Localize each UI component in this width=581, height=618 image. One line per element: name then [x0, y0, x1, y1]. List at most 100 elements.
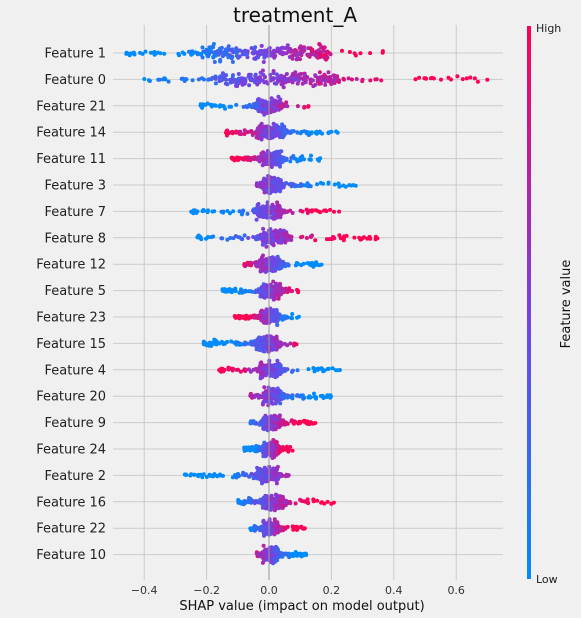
shap-point: [188, 473, 193, 478]
shap-point: [313, 82, 318, 87]
shap-point: [269, 165, 274, 169]
shap-point: [224, 288, 229, 293]
shap-point: [228, 236, 233, 240]
shap-point: [306, 367, 311, 372]
shap-point: [247, 72, 252, 77]
shap-point: [152, 52, 157, 57]
shap-point: [352, 235, 357, 240]
shap-point: [269, 188, 274, 193]
shap-point: [316, 130, 321, 135]
shap-point: [290, 80, 295, 85]
shap-point: [297, 52, 302, 56]
shap-point: [213, 81, 218, 86]
shap-point: [218, 473, 223, 478]
shap-point: [255, 104, 260, 109]
shap-point: [323, 50, 328, 55]
shap-point: [249, 157, 254, 161]
shap-point: [261, 226, 266, 231]
shap-point: [219, 209, 224, 214]
shap-point: [262, 190, 267, 195]
shap-point: [259, 292, 263, 297]
shap-point: [284, 100, 289, 105]
shap-point: [269, 367, 273, 372]
shap-point: [275, 477, 280, 482]
shap-point: [261, 316, 266, 320]
shap-point: [258, 269, 263, 274]
shap-point: [253, 80, 257, 85]
shap-point: [294, 393, 299, 398]
shap-point: [272, 175, 277, 180]
shap-point: [225, 129, 229, 134]
shap-point: [248, 289, 253, 294]
shap-point: [260, 68, 265, 73]
shap-point: [296, 74, 301, 79]
shap-point: [289, 289, 294, 293]
shap-point: [247, 83, 252, 88]
shap-point: [242, 157, 246, 162]
shap-point: [271, 243, 276, 248]
shap-point: [221, 104, 226, 109]
shap-point: [446, 75, 451, 80]
shap-point: [281, 184, 286, 189]
shap-point: [262, 465, 267, 470]
shap-point: [211, 42, 216, 46]
shap-point: [200, 45, 205, 50]
shap-point: [286, 473, 291, 478]
shap-point: [308, 46, 313, 51]
shap-point: [297, 46, 302, 50]
shap-point: [252, 56, 257, 61]
shap-point: [311, 261, 316, 266]
shap-point: [263, 292, 268, 297]
shap-point: [315, 367, 320, 372]
shap-point: [271, 121, 276, 126]
shap-point: [295, 368, 300, 373]
shap-point: [256, 202, 261, 206]
shap-point: [254, 260, 259, 264]
shap-point: [250, 50, 255, 55]
shap-point: [267, 451, 272, 456]
shap-point: [380, 50, 385, 55]
shap-point: [280, 135, 285, 139]
shap-point: [290, 129, 294, 134]
shap-point: [235, 155, 240, 160]
shap-point: [182, 472, 187, 477]
shap-point: [220, 366, 225, 371]
shap-point: [309, 153, 313, 158]
shap-point: [264, 283, 269, 288]
shap-point: [373, 237, 378, 242]
shap-point: [225, 209, 230, 213]
shap-point: [317, 81, 322, 86]
shap-point: [196, 473, 201, 478]
shap-point: [293, 156, 298, 161]
shap-point: [233, 286, 238, 291]
shap-point: [342, 77, 346, 82]
shap-point: [269, 287, 274, 292]
shap-point: [360, 79, 365, 84]
shap-point: [227, 104, 232, 109]
shap-point: [212, 60, 217, 64]
shap-point: [229, 79, 234, 84]
shap-point: [276, 212, 281, 217]
shap-point: [300, 81, 305, 86]
shap-point: [215, 474, 219, 478]
shap-point: [311, 366, 316, 370]
shap-point: [288, 159, 293, 164]
shap-point: [293, 70, 298, 75]
shap-point: [285, 43, 290, 48]
shap-point: [354, 77, 359, 81]
shap-point: [226, 367, 231, 372]
shap-point: [245, 446, 250, 451]
shap-point: [276, 176, 280, 181]
shap-point: [248, 129, 253, 134]
shap-point: [280, 262, 284, 267]
shap-point: [179, 76, 184, 81]
shap-point: [326, 70, 331, 75]
shap-point: [251, 130, 256, 135]
shap-point: [259, 395, 264, 399]
shap-point: [252, 207, 256, 212]
shap-point: [218, 57, 223, 62]
shap-point: [306, 104, 310, 109]
shap-point: [290, 369, 294, 374]
shap-point: [158, 51, 163, 56]
shap-point: [273, 448, 278, 453]
